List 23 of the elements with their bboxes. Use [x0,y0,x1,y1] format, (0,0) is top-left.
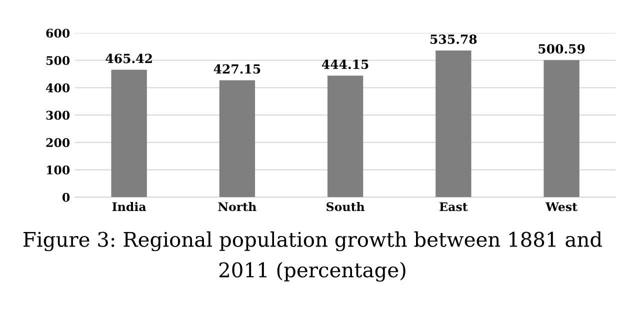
y-tick-label: 500 [46,56,70,65]
y-tick-label: 200 [46,138,70,148]
caption: Figure 3: Regional population growth between 1881 and 2011 (percentage) [24,231,602,282]
data-label: 500.59 [538,44,585,54]
x-tick-label: South [326,202,365,212]
x-tick-label: India [112,202,146,212]
data-label: 535.78 [430,34,477,44]
y-tick-label: 100 [46,166,70,174]
y-tick-label: 300 [46,110,70,120]
bar [219,80,256,198]
y-tick-label: 600 [46,28,70,38]
bar [436,50,472,198]
x-tick-label: North [218,202,256,212]
x-tick-label: West [546,202,578,212]
data-label: 465.42 [106,54,152,64]
data-label: 444.15 [322,60,368,70]
data-label: 427.15 [214,64,260,74]
bar [111,70,147,198]
y-tick-label: 0 [62,192,70,202]
x-tick-label: East [440,202,468,212]
bar [544,60,580,198]
y-tick-label: 400 [46,83,70,92]
bar [327,76,364,198]
